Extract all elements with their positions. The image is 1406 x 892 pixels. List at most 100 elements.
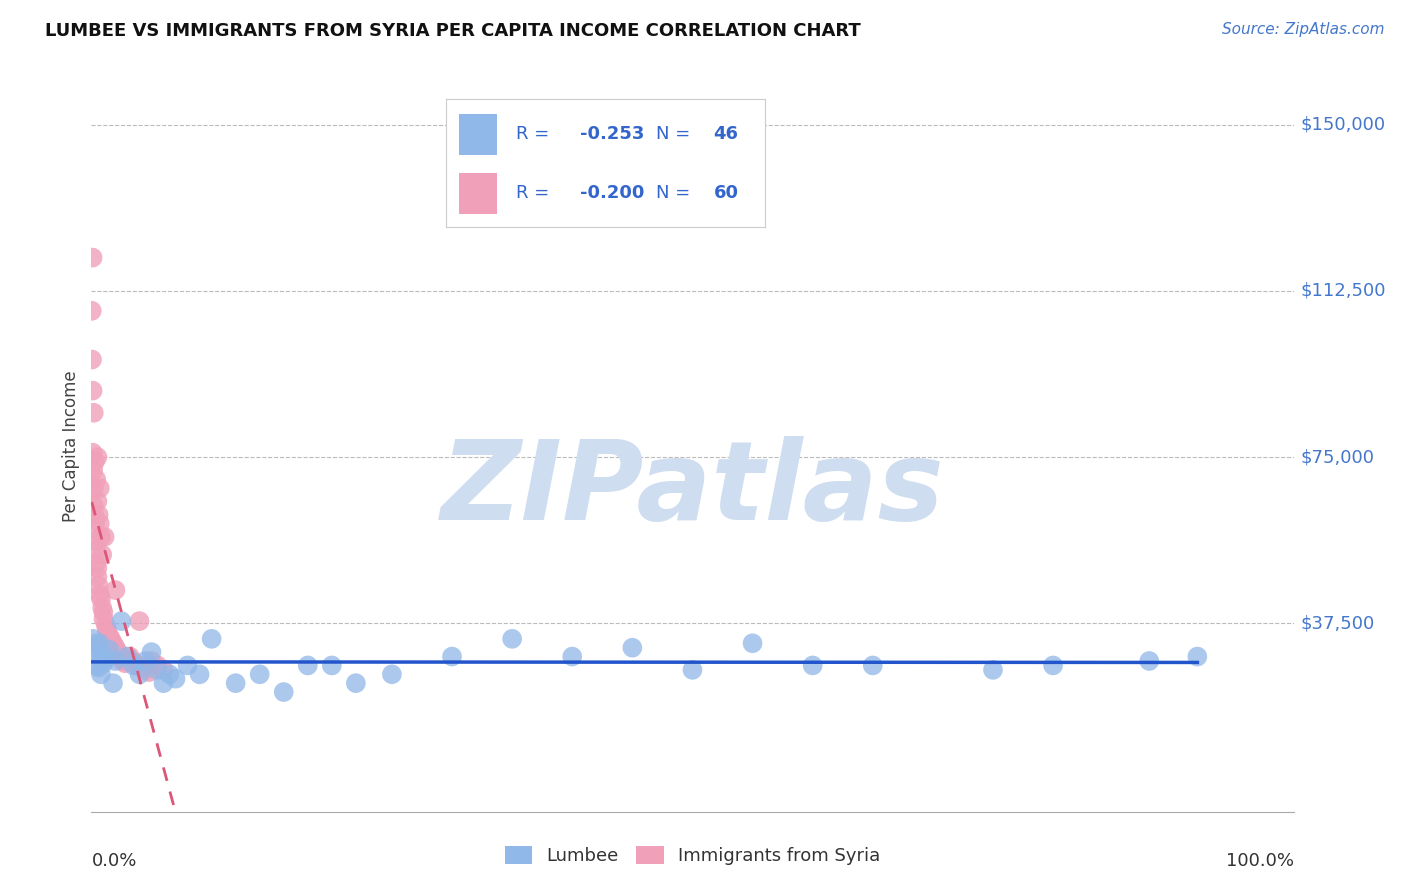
Point — [96, 623, 118, 637]
Point — [188, 667, 211, 681]
Point — [146, 663, 169, 677]
Point — [297, 658, 319, 673]
Point — [86, 494, 108, 508]
Point — [1042, 658, 1064, 673]
Point — [110, 614, 132, 628]
Text: LUMBEE VS IMMIGRANTS FROM SYRIA PER CAPITA INCOME CORRELATION CHART: LUMBEE VS IMMIGRANTS FROM SYRIA PER CAPI… — [45, 22, 860, 40]
Point — [561, 649, 583, 664]
Point — [117, 654, 139, 668]
Point — [125, 658, 148, 673]
Point — [101, 676, 124, 690]
Point — [98, 643, 121, 657]
Point — [138, 665, 160, 679]
Text: $112,500: $112,500 — [1301, 282, 1386, 300]
Point — [381, 667, 404, 681]
Point — [86, 561, 108, 575]
Point — [83, 481, 105, 495]
Point — [98, 630, 121, 644]
Point — [83, 508, 105, 522]
Point — [131, 660, 153, 674]
Text: $37,500: $37,500 — [1301, 615, 1375, 632]
Point — [124, 657, 146, 671]
Text: Source: ZipAtlas.com: Source: ZipAtlas.com — [1222, 22, 1385, 37]
Point — [101, 636, 124, 650]
Point — [82, 251, 104, 265]
Point — [82, 384, 104, 398]
Legend: Lumbee, Immigrants from Syria: Lumbee, Immigrants from Syria — [498, 838, 887, 872]
Point — [118, 649, 141, 664]
Text: $150,000: $150,000 — [1301, 116, 1386, 134]
Point — [89, 587, 111, 601]
Point — [201, 632, 224, 646]
Point — [107, 645, 129, 659]
Point — [87, 579, 110, 593]
Point — [110, 652, 132, 666]
Point — [141, 654, 163, 668]
Point — [273, 685, 295, 699]
Point — [82, 445, 104, 459]
Point — [84, 636, 107, 650]
Point — [84, 516, 107, 531]
Point — [981, 663, 1004, 677]
Point — [152, 676, 174, 690]
Point — [111, 654, 134, 668]
Point — [1137, 654, 1160, 668]
Point — [1187, 649, 1209, 664]
Point — [93, 612, 115, 626]
Point — [176, 658, 198, 673]
Point — [117, 649, 139, 664]
Point — [80, 352, 103, 367]
Point — [801, 658, 824, 673]
Point — [94, 618, 117, 632]
Point — [94, 652, 117, 666]
Point — [93, 605, 115, 619]
Point — [84, 454, 107, 468]
Point — [84, 645, 107, 659]
Point — [89, 481, 111, 495]
Point — [105, 643, 128, 657]
Point — [83, 640, 105, 655]
Text: ZIPatlas: ZIPatlas — [440, 436, 945, 543]
Point — [82, 632, 104, 646]
Point — [100, 632, 122, 646]
Point — [114, 657, 136, 671]
Point — [104, 654, 127, 668]
Point — [344, 676, 367, 690]
Point — [134, 663, 156, 677]
Point — [82, 463, 104, 477]
Point — [165, 672, 187, 686]
Point — [86, 658, 108, 673]
Point — [121, 654, 143, 668]
Point — [86, 450, 108, 464]
Point — [93, 657, 115, 671]
Point — [108, 648, 131, 662]
Point — [84, 557, 107, 571]
Point — [89, 636, 111, 650]
Point — [90, 667, 112, 681]
Point — [128, 614, 150, 628]
Point — [681, 663, 703, 677]
Y-axis label: Per Capita Income: Per Capita Income — [62, 370, 80, 522]
Text: $75,000: $75,000 — [1301, 448, 1375, 467]
Point — [152, 663, 174, 677]
Point — [321, 658, 343, 673]
Text: 100.0%: 100.0% — [1226, 852, 1294, 870]
Point — [83, 406, 105, 420]
Point — [104, 640, 127, 655]
Point — [103, 639, 125, 653]
Point — [91, 648, 114, 662]
Point — [91, 600, 114, 615]
Point — [104, 583, 127, 598]
Point — [87, 508, 110, 522]
Point — [146, 658, 169, 673]
Point — [159, 667, 181, 681]
Point — [89, 516, 111, 531]
Point — [128, 667, 150, 681]
Point — [90, 530, 112, 544]
Point — [122, 658, 145, 673]
Point — [93, 530, 115, 544]
Point — [501, 632, 523, 646]
Point — [621, 640, 644, 655]
Point — [249, 667, 271, 681]
Text: 0.0%: 0.0% — [91, 852, 136, 870]
